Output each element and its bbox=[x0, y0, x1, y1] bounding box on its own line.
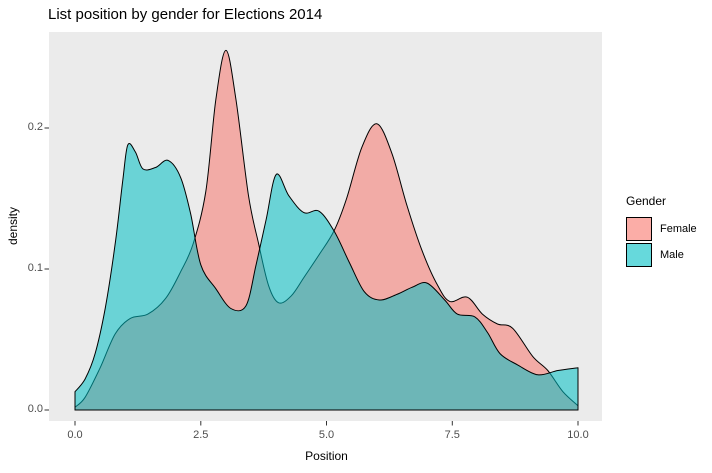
y-tick-label: 0.0 bbox=[27, 403, 43, 415]
legend-swatch-female bbox=[626, 217, 652, 241]
x-tick-label: 10.0 bbox=[567, 429, 589, 441]
x-tick-label: 2.5 bbox=[193, 429, 209, 441]
legend-label: Male bbox=[660, 249, 684, 261]
legend-title: Gender bbox=[626, 194, 667, 208]
density-area-male bbox=[74, 142, 579, 411]
legend: Gender Female Male bbox=[626, 194, 697, 269]
y-axis-label: density bbox=[6, 206, 20, 246]
legend-swatch-male bbox=[626, 243, 652, 267]
x-tick-label: 7.5 bbox=[444, 429, 460, 441]
x-axis-label: Position bbox=[305, 449, 348, 463]
legend-item-male: Male bbox=[626, 243, 697, 267]
legend-label: Female bbox=[660, 223, 697, 235]
x-tick-label: 5.0 bbox=[318, 429, 335, 441]
legend-item-female: Female bbox=[626, 217, 697, 241]
legend-items: Female Male bbox=[626, 217, 697, 267]
x-tick-label: 0.0 bbox=[67, 429, 83, 441]
y-tick-label: 0.1 bbox=[27, 262, 43, 274]
y-tick-label: 0.2 bbox=[27, 121, 43, 133]
chart-title: List position by gender for Elections 20… bbox=[48, 6, 323, 23]
